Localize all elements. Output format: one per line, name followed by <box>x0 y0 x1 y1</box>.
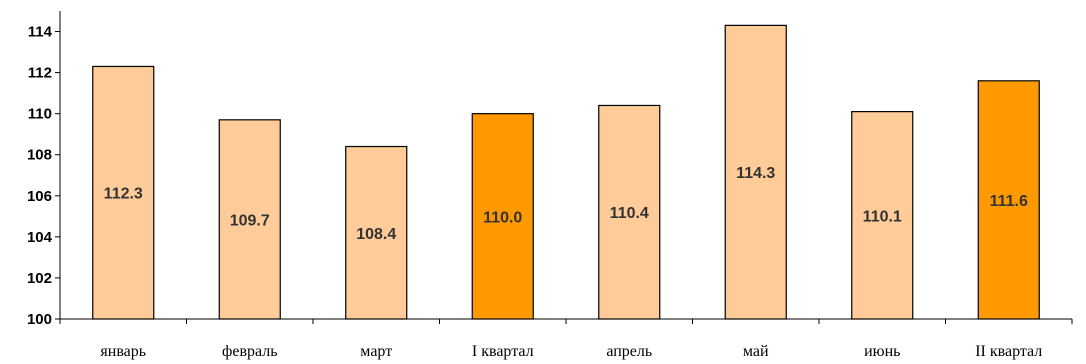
bar-value-label: 114.3 <box>736 165 775 182</box>
quarter-bar <box>471 113 534 320</box>
x-axis-ticks: январь февраль март I квартал апрель май июнь I… <box>59 319 1073 360</box>
bar-value-label: 109.7 <box>230 212 270 229</box>
month-bar <box>218 119 281 320</box>
x-tick-label: май <box>743 343 769 360</box>
month-bar <box>724 24 787 320</box>
bar-value-label: 110.0 <box>483 209 522 226</box>
bar-value-label: 110.4 <box>610 205 649 222</box>
x-tick-label: март <box>360 343 392 360</box>
y-tick-label: 112 <box>28 65 52 82</box>
x-tick-label: февраль <box>222 343 278 360</box>
y-tick-label: 110 <box>28 106 52 123</box>
quarter-bar <box>977 80 1040 320</box>
bar-value-label: 111.6 <box>990 193 1028 210</box>
x-tick-label: I квартал <box>472 343 534 360</box>
month-bar <box>92 65 155 320</box>
x-tick-label: II квартал <box>975 343 1042 360</box>
bar-value-label: 108.4 <box>356 226 396 243</box>
month-bar <box>345 145 408 320</box>
bars <box>92 24 1040 320</box>
data-labels: 112.3 109.7 108.4 110.0 110.4 114.3 110.1 111.6 <box>104 165 1028 243</box>
y-tick-label: 108 <box>27 147 52 164</box>
bar-value-label: 112.3 <box>104 186 143 203</box>
x-tick-label: июнь <box>864 343 900 360</box>
y-tick-label: 114 <box>28 24 53 41</box>
month-bar <box>851 111 914 320</box>
y-tick-label: 104 <box>27 229 53 246</box>
y-tick-label: 102 <box>27 270 52 287</box>
bar-value-label: 110.1 <box>863 208 902 225</box>
x-tick-label: апрель <box>606 343 652 360</box>
y-tick-label: 106 <box>27 188 52 205</box>
y-axis-ticks: 100 102 104 106 108 110 112 114 <box>27 24 60 328</box>
y-tick-label: 100 <box>27 311 52 328</box>
month-bar <box>598 104 661 320</box>
x-tick-label: январь <box>100 343 146 360</box>
